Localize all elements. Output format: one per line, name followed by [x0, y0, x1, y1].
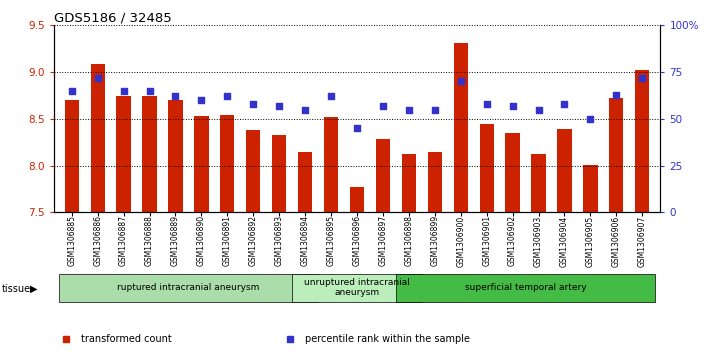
Text: GSM1306893: GSM1306893 [275, 215, 283, 266]
Point [637, 75, 648, 81]
Text: percentile rank within the sample: percentile rank within the sample [306, 334, 471, 344]
Bar [91, 64, 105, 212]
Bar [324, 117, 338, 212]
Text: GSM1306904: GSM1306904 [560, 215, 569, 266]
Bar [298, 152, 312, 212]
Point [481, 101, 493, 107]
Point [377, 103, 388, 109]
Bar [635, 70, 650, 212]
Text: GSM1306885: GSM1306885 [67, 215, 76, 266]
Point [92, 75, 104, 81]
Bar [376, 139, 390, 212]
Text: GSM1306888: GSM1306888 [145, 215, 154, 266]
Point [144, 88, 155, 94]
Bar [59, 274, 318, 302]
Text: ▶: ▶ [30, 284, 38, 294]
Point [221, 94, 233, 99]
Point [585, 116, 596, 122]
Bar [194, 116, 208, 212]
Point [610, 92, 622, 98]
Bar [396, 274, 655, 302]
Text: GSM1306891: GSM1306891 [223, 215, 232, 266]
Text: GSM1306903: GSM1306903 [534, 215, 543, 266]
Point [429, 107, 441, 113]
Bar [402, 154, 416, 212]
Bar [220, 115, 234, 212]
Text: GSM1306890: GSM1306890 [197, 215, 206, 266]
Text: GSM1306897: GSM1306897 [378, 215, 388, 266]
Text: GSM1306894: GSM1306894 [301, 215, 310, 266]
Point [351, 125, 363, 131]
Text: GSM1306886: GSM1306886 [93, 215, 102, 266]
Point [299, 107, 311, 113]
Point [170, 94, 181, 99]
Point [326, 94, 337, 99]
Bar [558, 129, 572, 212]
Text: GSM1306900: GSM1306900 [456, 215, 466, 266]
Bar [609, 98, 623, 212]
Text: superficial temporal artery: superficial temporal artery [465, 283, 586, 292]
Bar [169, 100, 183, 212]
Text: GSM1306906: GSM1306906 [612, 215, 621, 266]
Point [248, 101, 259, 107]
Point [455, 79, 466, 85]
Bar [531, 154, 545, 212]
Text: GSM1306889: GSM1306889 [171, 215, 180, 266]
Text: GSM1306902: GSM1306902 [508, 215, 517, 266]
Text: GSM1306896: GSM1306896 [353, 215, 361, 266]
Text: GSM1306901: GSM1306901 [482, 215, 491, 266]
Bar [350, 187, 364, 212]
Point [559, 101, 570, 107]
Bar [480, 125, 494, 212]
Bar [272, 135, 286, 212]
Bar [292, 274, 422, 302]
Bar [453, 43, 468, 212]
Text: GDS5186 / 32485: GDS5186 / 32485 [54, 11, 171, 24]
Point [66, 88, 77, 94]
Text: unruptured intracranial
aneurysm: unruptured intracranial aneurysm [304, 278, 410, 297]
Text: GSM1306898: GSM1306898 [404, 215, 413, 266]
Text: GSM1306887: GSM1306887 [119, 215, 128, 266]
Bar [583, 165, 598, 212]
Text: tissue: tissue [1, 284, 31, 294]
Point [507, 103, 518, 109]
Text: ruptured intracranial aneurysm: ruptured intracranial aneurysm [117, 283, 260, 292]
Text: GSM1306895: GSM1306895 [326, 215, 336, 266]
Point [533, 107, 544, 113]
Bar [142, 95, 156, 212]
Text: GSM1306907: GSM1306907 [638, 215, 647, 266]
Text: transformed count: transformed count [81, 334, 171, 344]
Point [403, 107, 415, 113]
Text: GSM1306905: GSM1306905 [586, 215, 595, 266]
Bar [116, 95, 131, 212]
Bar [506, 133, 520, 212]
Text: GSM1306892: GSM1306892 [248, 215, 258, 266]
Bar [246, 130, 261, 212]
Bar [428, 152, 442, 212]
Bar [64, 100, 79, 212]
Point [118, 88, 129, 94]
Point [196, 97, 207, 103]
Point [273, 103, 285, 109]
Text: GSM1306899: GSM1306899 [431, 215, 439, 266]
